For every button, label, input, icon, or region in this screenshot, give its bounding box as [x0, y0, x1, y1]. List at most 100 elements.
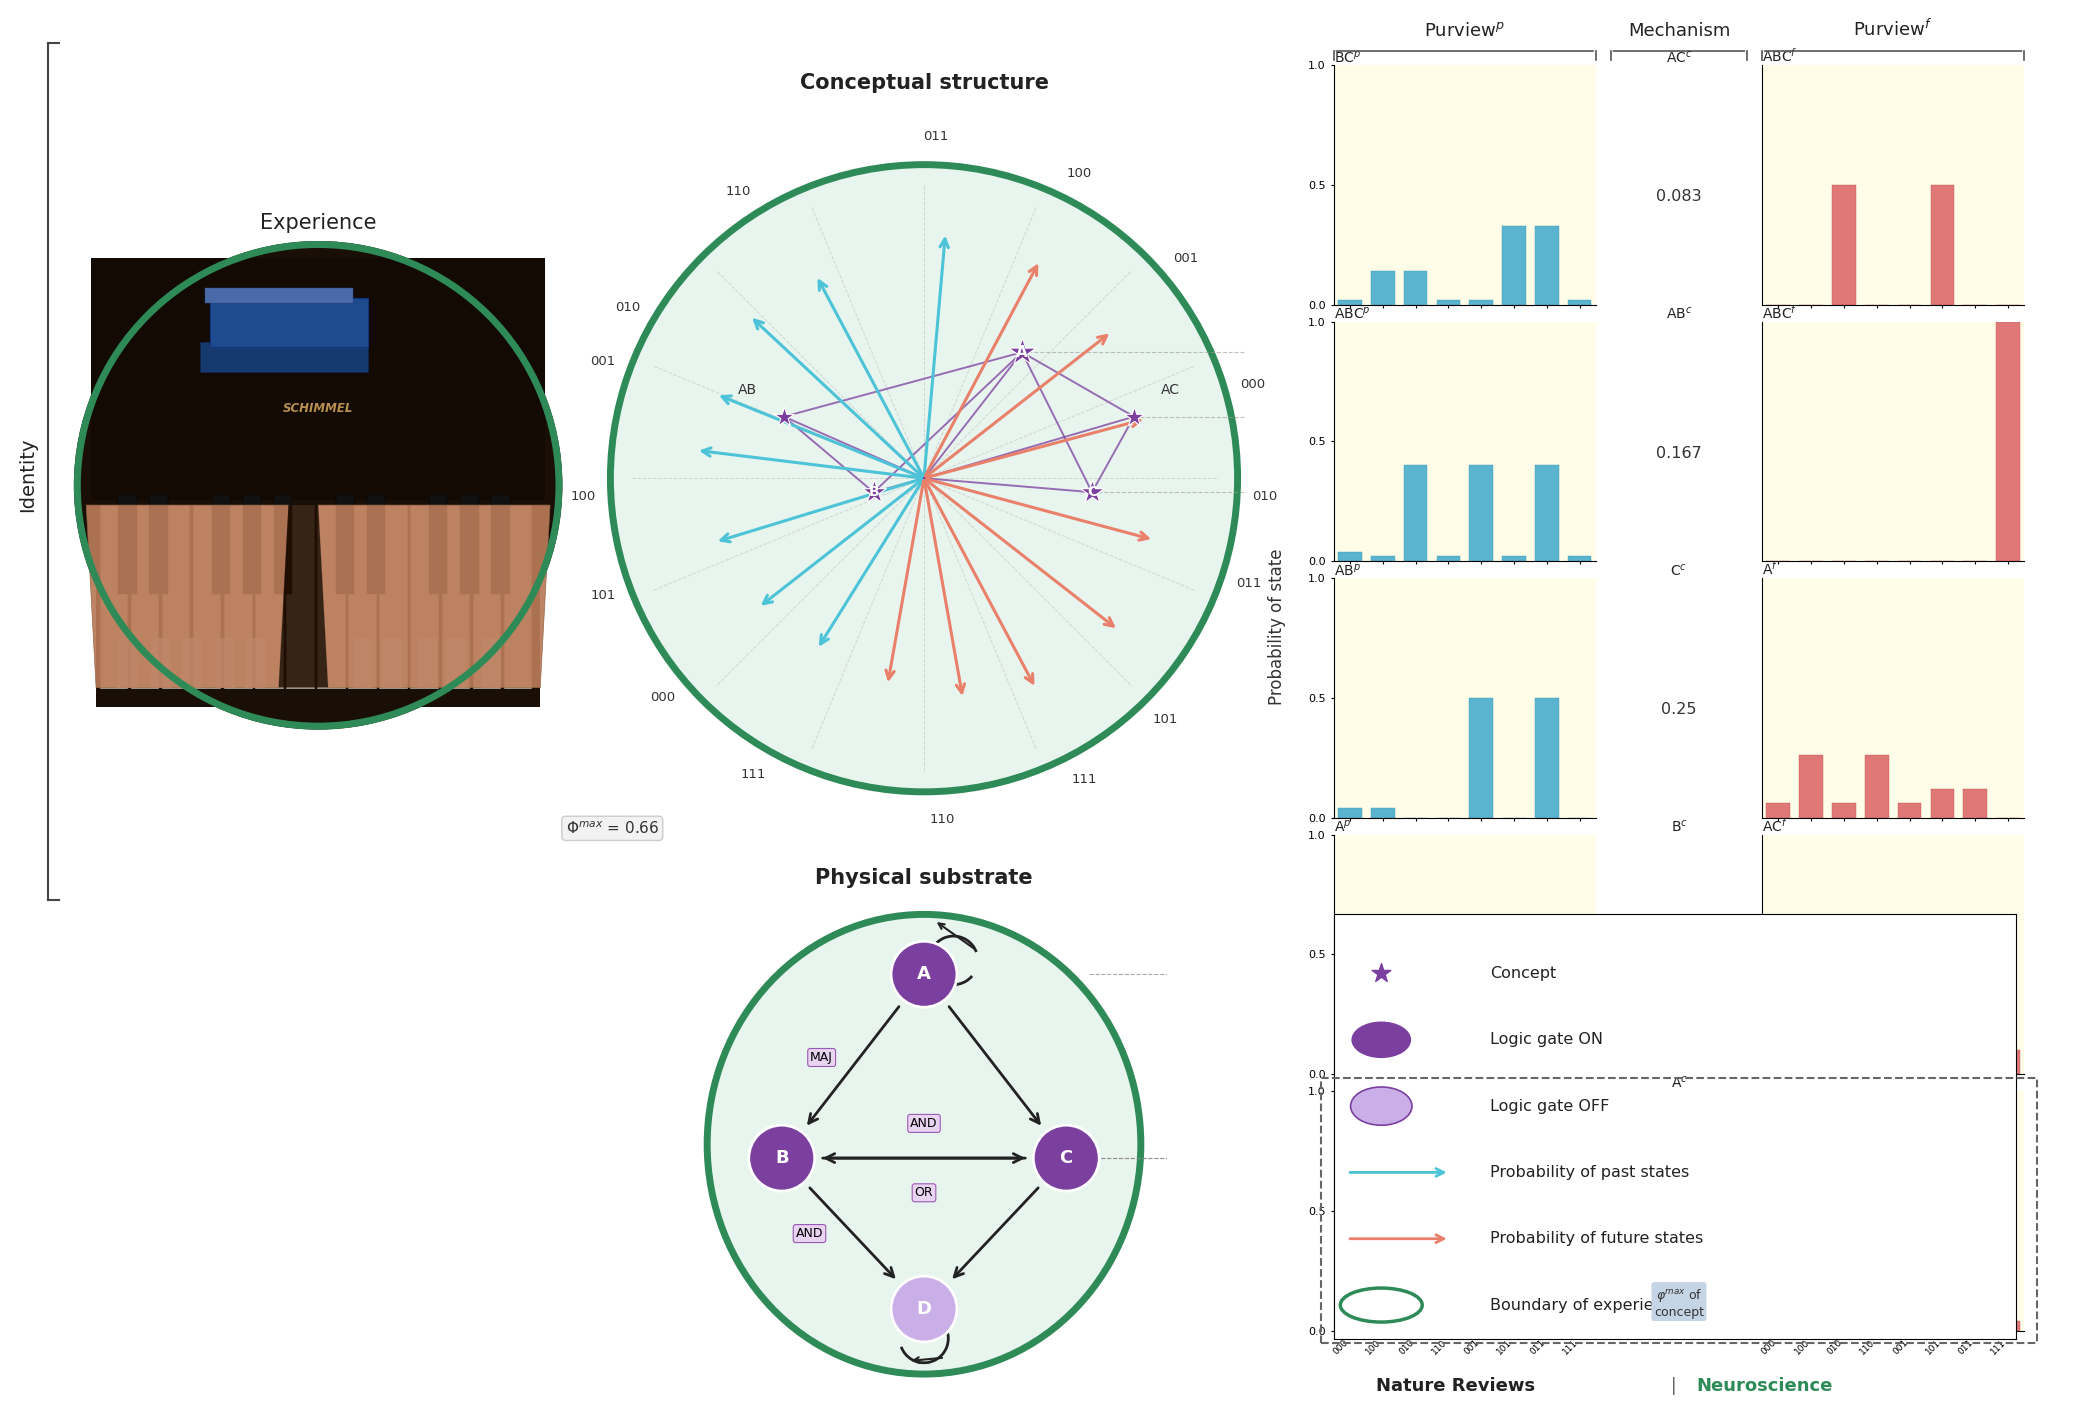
Text: Probability of state: Probability of state — [1268, 548, 1285, 706]
Bar — [193, 504, 220, 687]
Bar — [1338, 551, 1361, 561]
Bar — [1898, 1064, 1922, 1074]
Bar — [204, 288, 353, 303]
Text: 0.25: 0.25 — [1661, 1216, 1697, 1230]
Text: 001: 001 — [590, 354, 615, 368]
Bar — [99, 504, 128, 687]
Text: AC$^f$: AC$^f$ — [1762, 816, 1787, 835]
Text: 100: 100 — [1067, 167, 1092, 180]
Bar — [1502, 557, 1527, 561]
Bar — [336, 495, 355, 594]
Circle shape — [1033, 1125, 1098, 1192]
Bar — [1964, 789, 1987, 818]
Text: Purview$^f$: Purview$^f$ — [1854, 18, 1932, 40]
Bar — [1403, 1064, 1428, 1074]
Bar — [353, 638, 372, 687]
Bar — [1436, 300, 1459, 305]
Bar — [216, 638, 235, 687]
Bar — [212, 495, 229, 594]
Bar — [162, 504, 189, 687]
Text: 111: 111 — [1071, 774, 1096, 786]
Bar — [481, 638, 500, 687]
Point — [1117, 405, 1151, 428]
Bar — [1502, 1064, 1527, 1074]
Text: AC$^c$: AC$^c$ — [1665, 50, 1693, 65]
Text: AC: AC — [1161, 383, 1180, 397]
Text: MAJ: MAJ — [811, 1051, 834, 1064]
Circle shape — [1350, 1020, 1411, 1058]
Text: Mechanism: Mechanism — [1628, 21, 1730, 40]
Text: 101: 101 — [590, 588, 615, 602]
Text: B: B — [867, 485, 880, 499]
Bar — [118, 495, 136, 594]
Text: B: B — [775, 1149, 790, 1168]
Text: C$^c$: C$^c$ — [1670, 563, 1688, 578]
Text: D: D — [916, 1299, 932, 1318]
Bar — [1569, 1064, 1592, 1074]
Text: AB$^p$: AB$^p$ — [1334, 563, 1361, 578]
Text: 000: 000 — [1239, 377, 1264, 391]
Bar — [504, 504, 531, 687]
Bar — [1338, 808, 1361, 818]
Bar — [1800, 755, 1823, 818]
Bar — [210, 298, 368, 347]
Circle shape — [1350, 1087, 1411, 1125]
Text: 0.25: 0.25 — [1661, 703, 1697, 717]
Text: C: C — [1060, 1149, 1073, 1168]
Text: $\varphi^{max}$ of
concept: $\varphi^{max}$ of concept — [1655, 1287, 1703, 1319]
Bar — [1898, 1316, 1922, 1331]
Bar — [1403, 1297, 1428, 1331]
Text: 011: 011 — [1237, 577, 1262, 591]
Text: AND: AND — [909, 1117, 939, 1129]
Polygon shape — [90, 258, 546, 500]
Bar — [1403, 465, 1428, 561]
Polygon shape — [319, 504, 550, 687]
Text: B$^f$: B$^f$ — [1762, 1073, 1779, 1091]
Bar — [416, 638, 437, 687]
Text: 010: 010 — [1252, 490, 1277, 503]
Text: Nature Reviews: Nature Reviews — [1376, 1377, 1535, 1394]
Bar — [118, 638, 136, 687]
Bar — [1930, 1311, 1955, 1331]
Bar — [1371, 1321, 1394, 1331]
Bar — [1997, 1050, 2020, 1074]
Text: A: A — [918, 965, 930, 983]
Text: AB$^c$: AB$^c$ — [1665, 306, 1693, 322]
Text: Purview$^p$: Purview$^p$ — [1424, 21, 1506, 40]
Bar — [382, 638, 401, 687]
Text: 0.25: 0.25 — [1661, 959, 1697, 973]
Circle shape — [750, 1125, 815, 1192]
Text: 000: 000 — [649, 691, 674, 704]
Bar — [1436, 557, 1459, 561]
Bar — [1831, 803, 1856, 818]
Bar — [1502, 225, 1527, 305]
Bar — [1930, 1050, 1955, 1074]
Bar — [1535, 1007, 1558, 1074]
Bar — [1569, 1319, 1592, 1331]
Bar — [1371, 1007, 1394, 1074]
Bar — [246, 638, 265, 687]
Bar — [1403, 271, 1428, 305]
Bar — [1338, 1064, 1361, 1074]
Bar — [1831, 1264, 1856, 1331]
Bar — [130, 504, 157, 687]
Bar — [1898, 803, 1922, 818]
Text: Logic gate OFF: Logic gate OFF — [1491, 1098, 1611, 1114]
Circle shape — [890, 1277, 958, 1342]
Bar — [1569, 300, 1592, 305]
Text: SCHIMMEL: SCHIMMEL — [284, 402, 353, 415]
Bar — [1865, 1050, 1888, 1074]
Bar — [349, 504, 376, 687]
Text: Boundary of experience: Boundary of experience — [1491, 1298, 1682, 1312]
Bar — [380, 504, 407, 687]
Text: BC$^p$: BC$^p$ — [1334, 50, 1361, 65]
Bar — [1371, 271, 1394, 305]
Bar — [1997, 322, 2020, 561]
Title: Physical substrate: Physical substrate — [815, 869, 1033, 888]
Bar — [1800, 1240, 1823, 1331]
Text: AND: AND — [796, 1227, 823, 1240]
Bar — [1470, 1297, 1493, 1331]
Bar — [1831, 186, 1856, 305]
Bar — [1436, 1007, 1459, 1074]
Text: 001: 001 — [1174, 252, 1199, 265]
